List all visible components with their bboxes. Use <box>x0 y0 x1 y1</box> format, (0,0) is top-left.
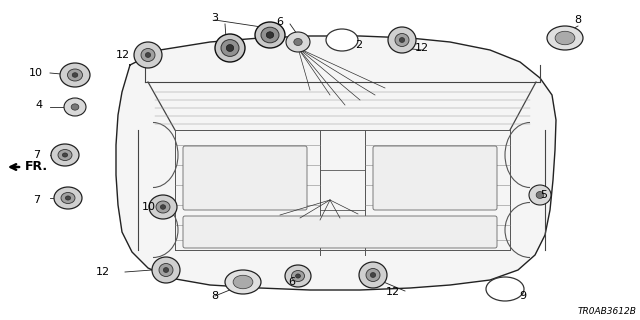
Ellipse shape <box>141 49 155 61</box>
Text: 7: 7 <box>33 195 40 205</box>
Polygon shape <box>116 36 556 290</box>
Text: TR0AB3612B: TR0AB3612B <box>577 307 636 316</box>
Ellipse shape <box>255 22 285 48</box>
Ellipse shape <box>221 40 239 56</box>
Text: 7: 7 <box>33 150 40 160</box>
Ellipse shape <box>399 37 404 43</box>
Ellipse shape <box>266 32 274 38</box>
Ellipse shape <box>163 268 169 272</box>
Ellipse shape <box>156 201 170 213</box>
Ellipse shape <box>134 42 162 68</box>
Ellipse shape <box>326 29 358 51</box>
Ellipse shape <box>261 27 279 43</box>
Text: 12: 12 <box>116 50 130 60</box>
Text: 6: 6 <box>288 277 295 287</box>
FancyBboxPatch shape <box>183 216 497 248</box>
Ellipse shape <box>395 34 409 46</box>
Ellipse shape <box>227 44 234 52</box>
Ellipse shape <box>60 63 90 87</box>
Ellipse shape <box>54 187 82 209</box>
Ellipse shape <box>555 31 575 45</box>
Ellipse shape <box>536 191 544 198</box>
Ellipse shape <box>291 270 305 282</box>
Text: 6: 6 <box>276 17 283 27</box>
Text: 10: 10 <box>142 202 156 212</box>
Ellipse shape <box>71 104 79 110</box>
Ellipse shape <box>371 273 376 277</box>
Text: 4: 4 <box>36 100 43 110</box>
Text: 8: 8 <box>575 15 582 25</box>
Ellipse shape <box>58 149 72 161</box>
Ellipse shape <box>215 34 245 62</box>
Ellipse shape <box>285 265 311 287</box>
Ellipse shape <box>145 52 150 58</box>
Ellipse shape <box>547 26 583 50</box>
Ellipse shape <box>161 205 166 209</box>
Ellipse shape <box>65 196 70 200</box>
Ellipse shape <box>64 98 86 116</box>
Text: 10: 10 <box>29 68 43 78</box>
Ellipse shape <box>388 27 416 53</box>
Ellipse shape <box>366 268 380 282</box>
Text: 9: 9 <box>520 291 527 301</box>
Text: 12: 12 <box>386 287 400 297</box>
Ellipse shape <box>62 153 68 157</box>
Ellipse shape <box>159 263 173 276</box>
Ellipse shape <box>152 257 180 283</box>
Text: FR.: FR. <box>25 161 48 173</box>
Ellipse shape <box>67 69 83 81</box>
Ellipse shape <box>233 275 253 289</box>
Ellipse shape <box>486 277 524 301</box>
Ellipse shape <box>529 185 551 205</box>
Ellipse shape <box>296 274 300 278</box>
Ellipse shape <box>286 32 310 52</box>
FancyBboxPatch shape <box>373 146 497 210</box>
Text: 2: 2 <box>355 40 362 50</box>
Text: 3: 3 <box>211 13 218 23</box>
Ellipse shape <box>72 73 78 77</box>
Ellipse shape <box>149 195 177 219</box>
Text: 12: 12 <box>96 267 110 277</box>
Text: 5: 5 <box>540 190 547 200</box>
Ellipse shape <box>61 193 75 204</box>
Text: 12: 12 <box>415 43 429 53</box>
Ellipse shape <box>359 262 387 288</box>
Text: 8: 8 <box>211 291 219 301</box>
Ellipse shape <box>294 38 302 45</box>
Ellipse shape <box>225 270 261 294</box>
FancyBboxPatch shape <box>183 146 307 210</box>
Ellipse shape <box>51 144 79 166</box>
